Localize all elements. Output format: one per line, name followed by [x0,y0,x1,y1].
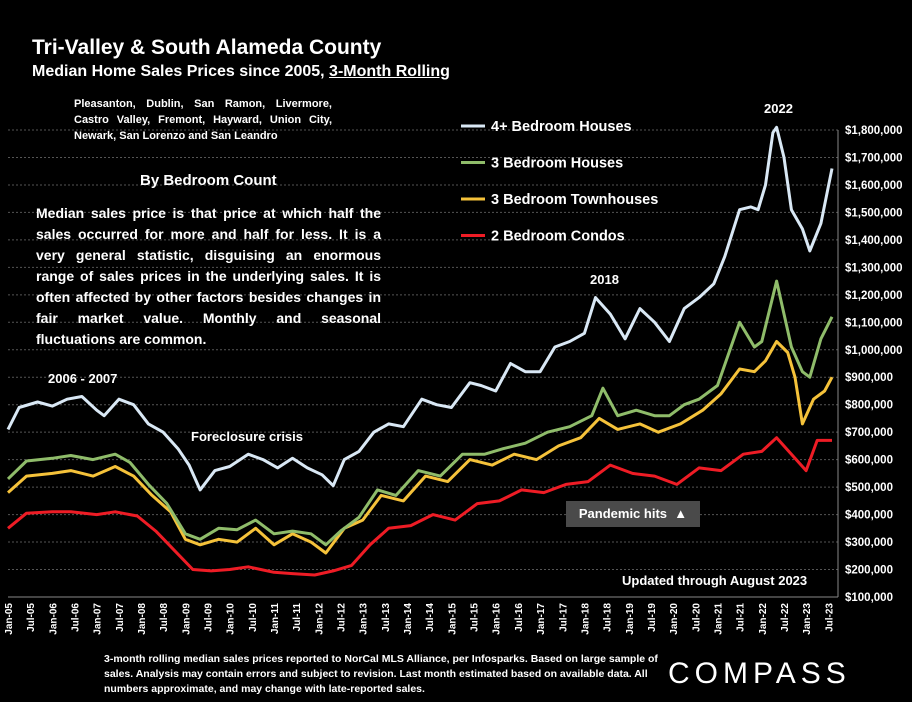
description-text: Median sales price is that price at whic… [36,205,381,347]
legend-label: 2 Bedroom Condos [491,229,625,245]
annotation-updated: Updated through August 2023 [622,573,807,588]
x-tick-label: Jan-20 [669,603,680,635]
footer-note: 3-month rolling median sales prices repo… [104,653,658,695]
x-tick-label: Jan-08 [137,603,148,635]
x-tick-label: Jan-23 [802,603,813,635]
chart-legend: 4+ Bedroom Houses 3 Bedroom Houses 3 Bedro… [461,119,658,245]
series-lines [6,125,834,577]
y-tick-label: $1,000,000 [845,345,903,357]
pandemic-callout: Pandemic hits ▲ [566,501,700,527]
x-tick-label: Jul-20 [691,603,702,632]
x-tick-label: Jul-23 [824,603,835,632]
y-tick-label: $800,000 [845,400,893,412]
series-line [7,436,832,577]
y-tick-label: $1,500,000 [845,207,903,219]
y-tick-label: $300,000 [845,537,893,549]
y-tick-label: $1,300,000 [845,262,903,274]
x-tick-label: Jan-05 [4,603,15,635]
annotation-2022: 2022 [764,101,793,116]
chart-title: Tri-Valley & South Alameda County [32,36,382,59]
subtitle-underlined: 3-Month Rolling [329,63,450,80]
annotation-2006-2007: 2006 - 2007 [48,371,117,386]
x-tick-label: Jul-08 [159,603,170,632]
legend-label: 3 Bedroom Townhouses [491,192,658,208]
x-tick-label: Jan-16 [492,603,503,635]
y-tick-label: $1,100,000 [845,317,903,329]
chart-gridlines [8,129,839,598]
x-tick-label: Jul-21 [736,603,747,632]
y-tick-label: $400,000 [845,510,893,522]
region-list: Pleasanton, Dublin, San Ramon, Livermore… [74,98,332,142]
x-tick-label: Jul-22 [780,603,791,632]
annotation-2018: 2018 [590,272,619,287]
x-tick-label: Jan-19 [625,603,636,635]
x-tick-label: Jul-15 [470,603,481,632]
y-tick-label: $500,000 [845,482,893,494]
y-tick-label: $600,000 [845,455,893,467]
x-tick-label: Jan-09 [181,603,192,635]
series-line [6,279,834,547]
x-tick-label: Jan-22 [758,603,769,635]
y-tick-label: $200,000 [845,565,893,577]
chart-subtitle: Median Home Sales Prices since 2005, 3-M… [32,63,450,81]
y-tick-label: $900,000 [845,372,893,384]
y-axis-ticks: $100,000 $200,000 $300,000 $400,000 $500,000… [845,125,903,604]
pandemic-label: Pandemic hits [578,506,668,521]
x-tick-label: Jul-06 [71,603,82,632]
series-line [7,340,834,555]
annotation-foreclosure: Foreclosure crisis [191,429,303,444]
legend-label: 3 Bedroom Houses [491,156,623,172]
x-tick-label: Jul-05 [26,603,37,632]
y-tick-label: $1,600,000 [845,180,903,192]
x-tick-label: Jan-15 [447,603,458,635]
x-axis-ticks: Jan-05 Jul-05 Jan-06 Jul-06 Jan-07 Jul-07 Jan-… [4,603,835,635]
y-tick-label: $100,000 [845,592,893,604]
x-tick-label: Jul-18 [603,603,614,632]
compass-logo: COMPASS [668,657,851,690]
x-tick-label: Jul-14 [425,603,436,632]
bedroom-heading: By Bedroom Count [140,172,277,189]
x-tick-label: Jan-12 [314,603,325,635]
x-tick-label: Jul-19 [647,603,658,632]
subtitle-prefix: Median Home Sales Prices since 2005, [32,63,330,80]
y-tick-label: $1,800,000 [845,125,903,137]
up-arrow-icon: ▲ [674,506,688,521]
x-tick-label: Jan-18 [580,603,591,635]
x-tick-label: Jan-21 [713,603,724,635]
y-tick-label: $700,000 [845,427,893,439]
x-tick-label: Jan-10 [226,603,237,635]
legend-label: 4+ Bedroom Houses [491,119,632,135]
x-tick-label: Jul-12 [337,603,348,632]
x-tick-label: Jan-07 [93,603,104,635]
x-tick-label: Jul-16 [514,603,525,632]
x-tick-label: Jul-10 [248,603,259,632]
x-tick-label: Jul-09 [204,603,215,632]
x-tick-label: Jan-11 [270,603,281,635]
y-tick-label: $1,400,000 [845,235,903,247]
y-tick-label: $1,200,000 [845,290,903,302]
series-line [6,125,834,492]
x-tick-label: Jul-13 [381,603,392,632]
x-tick-label: Jan-17 [536,603,547,635]
x-tick-label: Jan-13 [359,603,370,635]
x-tick-label: Jan-14 [403,603,414,635]
x-tick-label: Jul-11 [292,603,303,632]
y-tick-label: $1,700,000 [845,152,903,164]
x-tick-label: Jul-07 [115,603,126,632]
x-tick-label: Jul-17 [558,603,569,632]
x-tick-label: Jan-06 [48,603,59,635]
